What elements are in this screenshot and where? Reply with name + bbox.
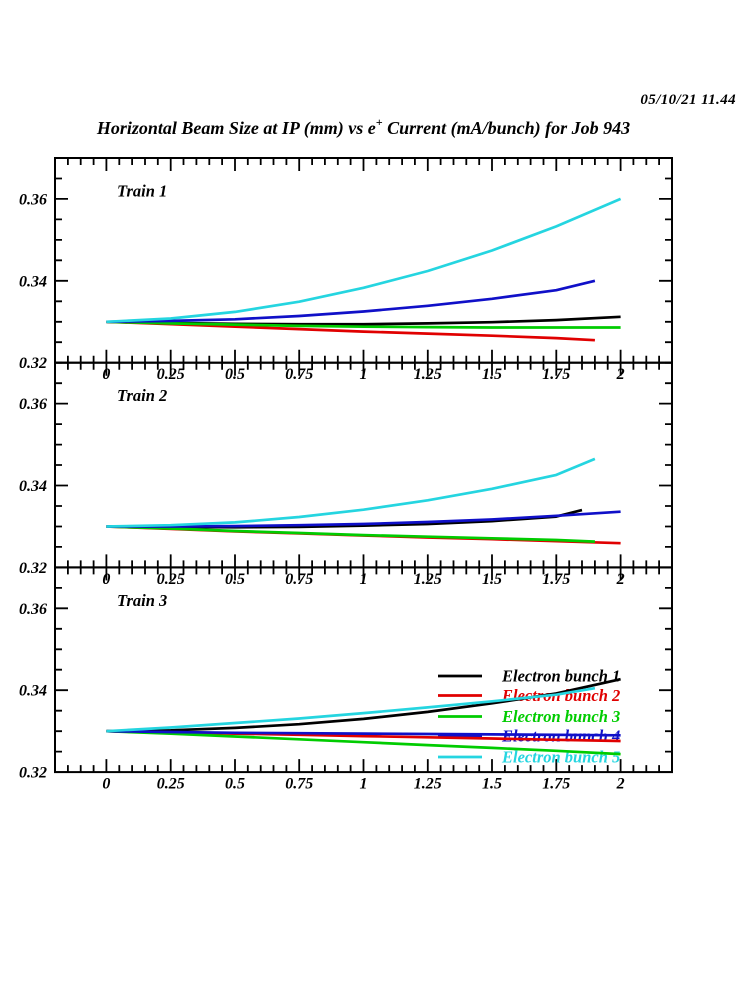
curve-electron-bunch-5 (106, 197, 622, 324)
legend-entry: Electron bunch 1 (438, 667, 620, 686)
curve-electron-bunch-4 (106, 279, 596, 324)
x-tick-label: 0.5 (225, 776, 245, 793)
title-text: Horizontal Beam Size at IP (mm) vs e (96, 118, 376, 138)
x-tick-label: 0.75 (285, 776, 313, 793)
y-tick-label: 0.34 (19, 273, 47, 290)
y-tick-label: 0.34 (19, 478, 47, 495)
y-tick-labels: 0.32 0.34 0.36 (19, 191, 47, 372)
chart-timestamp: 05/10/21 11.44 (640, 92, 736, 108)
y-tick-label: 0.32 (19, 765, 47, 782)
title-suffix: Current (mA/bunch) for Job 943 (382, 118, 631, 138)
x-tick-label: 0.25 (157, 776, 185, 793)
axis-ticks (54, 157, 673, 364)
legend-entry: Electron bunch 3 (438, 707, 620, 726)
x-tick-label: 2 (616, 776, 625, 793)
x-tick-label: 1 (360, 776, 368, 793)
curve-electron-bunch-3 (106, 320, 621, 329)
y-tick-labels: 0.32 0.34 0.36 (19, 601, 47, 782)
title-superscript: + (375, 115, 383, 129)
panel-title: Train 2 (117, 386, 167, 405)
legend-entry: Electron bunch 2 (438, 686, 620, 705)
x-tick-label: 1.5 (482, 776, 502, 793)
y-tick-label: 0.32 (19, 355, 47, 372)
axis-ticks (54, 566, 673, 773)
beam-size-plot: 0 0.25 0.5 0.75 1 1.25 1.5 1.75 2 0.32 0.34 0.36 Tra… (19, 157, 673, 793)
panel-title: Train 1 (117, 182, 167, 201)
curve-electron-bunch-3 (106, 525, 595, 543)
y-tick-label: 0.34 (19, 683, 47, 700)
x-tick-labels: 0 0.25 0.5 0.75 1 1.25 1.5 1.75 2 (102, 776, 624, 793)
panel-train-1: 0 0.25 0.5 0.75 1 1.25 1.5 1.75 20.320.340.36 Tra… (19, 157, 673, 383)
y-tick-label: 0.36 (19, 396, 47, 413)
y-tick-label: 0.36 (19, 601, 47, 618)
curve-electron-bunch-5 (106, 686, 596, 733)
panel-train-2: 0 0.25 0.5 0.75 1 1.25 1.5 1.75 20.320.340.36 Tra… (19, 361, 673, 588)
curve-electron-bunch-4 (106, 729, 621, 737)
legend-label: Electron bunch 1 (501, 667, 620, 686)
panel-train-3: 0 0.25 0.5 0.75 1 1.25 1.5 1.75 2 0.32 0.34 0.36 Tra… (19, 566, 673, 793)
curve-electron-bunch-4 (106, 510, 621, 528)
legend-label: Electron bunch 3 (501, 707, 620, 726)
axis-ticks (54, 361, 673, 569)
chart-title: Horizontal Beam Size at IP (mm) vs e+ Cu… (55, 115, 672, 139)
legend-label: Electron bunch 2 (501, 686, 620, 705)
y-tick-labels: 0.32 0.34 0.36 (19, 396, 47, 577)
y-tick-label: 0.32 (19, 560, 47, 577)
curve-electron-bunch-5 (106, 457, 596, 528)
x-tick-label: 0 (102, 776, 110, 793)
x-tick-label: 1.75 (542, 776, 570, 793)
panel-title: Train 3 (117, 591, 167, 610)
curve-electron-bunch-3 (106, 729, 621, 756)
y-tick-label: 0.36 (19, 191, 47, 208)
x-tick-label: 1.25 (414, 776, 442, 793)
